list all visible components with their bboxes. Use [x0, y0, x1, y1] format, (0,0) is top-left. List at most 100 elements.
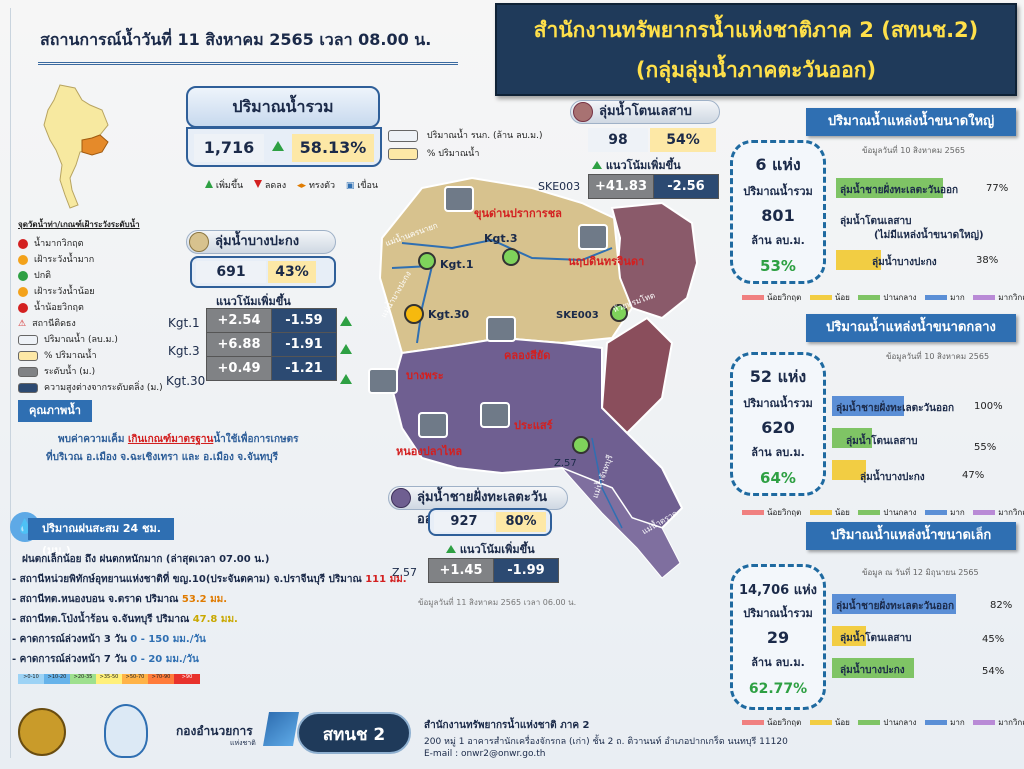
header-divider [38, 62, 458, 65]
legend-item: เฝ้าระวังน้ำน้อย [18, 284, 95, 298]
status-circle-icon [18, 254, 28, 265]
water-quality-line2: ที่บริเวณ อ.เมือง จ.ฉะเชิงเทรา และ อ.เมื… [46, 452, 278, 463]
bar-fill [832, 626, 866, 646]
large-reservoir-volume: 801 [761, 206, 795, 225]
bar-fill [836, 250, 881, 270]
medium-reservoir-volume: 620 [761, 418, 795, 437]
trend-up-icon [340, 344, 352, 354]
trend-down-icon [254, 180, 262, 188]
legend-item: น้ำมากวิกฤต [18, 236, 83, 250]
small-reservoir-head: ปริมาณน้ำแหล่งน้ำขนาดเล็ก [806, 522, 1016, 550]
kgt1-label: Kgt.1 [168, 316, 200, 330]
map-label-kgt30: Kgt.30 [428, 308, 470, 321]
basin-tonlesap-dot-icon [573, 102, 593, 122]
station-ske003-marker[interactable] [610, 304, 628, 322]
bar-fill [832, 594, 956, 614]
rain-line-3: - สถานีทต.โป่งน้ำร้อน จ.จันทบุรี ปริมาณ … [12, 614, 238, 625]
water-quality-head: คุณภาพน้ำ [18, 400, 92, 422]
rain-line-4: - คาดการณ์ล่วงหน้า 3 วัน 0 - 150 มม./วัน [12, 634, 206, 645]
basin-tonlesap-trend-table: +41.83 -2.56 [588, 174, 719, 199]
footer-email[interactable]: E-mail : onwr2@onwr.go.th [424, 749, 546, 759]
table-row: +2.54 -1.59 [206, 308, 337, 333]
medium-reservoir-percent: 64% [760, 469, 796, 487]
medium-reservoir-count: 52 แห่ง [749, 367, 807, 386]
dam-icon [444, 186, 474, 212]
bar-fill [832, 460, 866, 480]
kgt30-label: Kgt.30 [166, 374, 206, 388]
small-reservoir-count: 14,706 แห่ง [739, 583, 817, 598]
total-volume-percent: 58.13% [292, 134, 374, 162]
medium-reservoir-summary: 52 แห่ง ปริมาณน้ำรวม 620 ล้าน ลบ.ม. 64% [730, 352, 826, 496]
basin-bangpakong-volume: 691 [196, 261, 266, 283]
trend-up-icon [592, 161, 602, 169]
station-kgt1-marker[interactable] [418, 252, 436, 270]
rain-line-1: - สถานีหน่วยพิทักษ์อุทยานแห่งชาติที่ ขญ.… [12, 574, 407, 585]
bar-fill [832, 396, 904, 416]
legend-volume: ปริมาณน้ำ รนก. (ล้าน ลบ.ม.) [388, 128, 542, 142]
medium-reservoir-head: ปริมาณน้ำแหล่งน้ำขนาดกลาง [806, 314, 1016, 342]
map-label-kgt1: Kgt.1 [440, 258, 474, 271]
footer-address: 200 หมู่ 1 อาคารสำนักเครื่องจักรกล (เก่า… [424, 737, 788, 747]
basin-coast-dot-icon [391, 488, 411, 508]
thailand-locator-map [43, 84, 109, 209]
legend-volume-swatch [388, 129, 418, 142]
basin-tonlesap-percent: 54% [650, 128, 716, 152]
bar-fill [832, 658, 914, 678]
station-kgt3-marker[interactable] [502, 248, 520, 266]
trend-up-icon [446, 545, 456, 553]
trend-up-icon [205, 180, 213, 188]
legend-percent-swatch [388, 147, 418, 160]
basin-bangpakong-trend: แนวโน้มเพิ่มขึ้น [216, 295, 291, 308]
medium-bar-coast-label: ลุ่มน้ำชายฝั่งทะเลตะวันออก [836, 403, 955, 414]
map-label-ske003-top: SKE003 [538, 180, 581, 193]
map-label-z57: Z.57 [554, 458, 577, 469]
small-bar-coast-label: ลุ่มน้ำชายฝั่งทะเลตะวันออก [836, 601, 955, 612]
basin-coast-percent: 80% [496, 512, 546, 532]
symbol-legend: เพิ่มขึ้น ลดลง ◂▸ ทรงตัว ▣ เขื่อน [205, 178, 378, 192]
water-quality-line1: พบค่าความเค็ม เกินเกณฑ์มาตรฐานน้ำใช้เพื่… [58, 434, 299, 445]
basin-tonlesap-volume: 98 [588, 128, 648, 152]
status-legend: น้อยวิกฤต น้อย ปานกลาง มาก มากวิกฤต [736, 716, 1024, 729]
status-circle-icon [18, 302, 28, 313]
large-reservoir-date: ข้อมูลวันที่ 10 สิงหาคม 2565 [862, 146, 966, 155]
small-bar-bangpakong-pct: 54% [982, 666, 1005, 677]
bar-fill [836, 178, 943, 198]
small-reservoir-volume: 29 [766, 628, 790, 647]
basin-bangpakong-label: ลุ่มน้ำบางปะกง [186, 230, 336, 254]
table-row: +0.49 -1.21 [206, 356, 337, 381]
medium-bar-bangpakong-pct: 47% [962, 470, 985, 481]
station-z57-marker[interactable] [572, 436, 590, 454]
trend-stable-icon: ◂▸ [297, 181, 307, 191]
small-reservoir-summary: 14,706 แห่ง ปริมาณน้ำรวม 29 ล้าน ลบ.ม. 6… [730, 564, 826, 710]
large-bar-tonlesap-note: (ไม่มีแหล่งน้ำขนาดใหญ่) [874, 230, 984, 241]
station-legend-title: จุดวัดน้ำท่า/เกณฑ์เฝ้าระวังระดับน้ำ [18, 220, 140, 229]
dam-icon [368, 368, 398, 394]
total-volume-title: ปริมาณน้ำรวม [186, 86, 380, 128]
footer-badge: สทนช 2 [297, 712, 411, 754]
legend-item: % ปริมาณน้ำ [18, 348, 97, 362]
status-circle-icon [18, 286, 28, 297]
large-bar-bangpakong-label: ลุ่มน้ำบางปะกง [872, 257, 937, 268]
dam-icon [578, 224, 608, 250]
medium-bar-bangpakong-label: ลุ่มน้ำบางปะกง [860, 472, 925, 483]
map-label-ske003: SKE003 [556, 310, 599, 321]
map-label-dam5: หนองปลาไหล [396, 445, 463, 458]
trend-up-icon [340, 316, 352, 326]
medium-bar-tonlesap-pct: 55% [974, 442, 997, 453]
large-reservoir-summary: 6 แห่ง ปริมาณน้ำรวม 801 ล้าน ลบ.ม. 53% [730, 140, 826, 284]
map-label-dam3: คลองสียัด [504, 349, 551, 362]
dam-icon [418, 412, 448, 438]
legend-item: ระดับน้ำ (ม.) [18, 364, 95, 378]
small-bar-coast-pct: 82% [990, 600, 1013, 611]
dam-icon: ▣ [345, 181, 355, 191]
small-reservoir-date: ข้อมูล ณ วันที่ 12 มิถุนายน 2565 [862, 568, 979, 577]
total-volume-row: 1,716 58.13% [186, 127, 382, 167]
legend-item: ⚠ สถานีติดธง [18, 319, 76, 329]
station-kgt30-marker[interactable] [404, 304, 424, 324]
footer-line1: สำนักงานทรัพยากรน้ำแห่งชาติ ภาค 2 [424, 720, 590, 731]
status-circle-icon [18, 270, 28, 281]
medium-reservoir-date: ข้อมูลวันที่ 10 สิงหาคม 2565 [886, 352, 990, 361]
basin-bangpakong-percent: 43% [268, 261, 316, 283]
onwr-logo [104, 704, 148, 758]
basin-coast-trend: แนวโน้มเพิ่มขึ้น [446, 540, 535, 558]
